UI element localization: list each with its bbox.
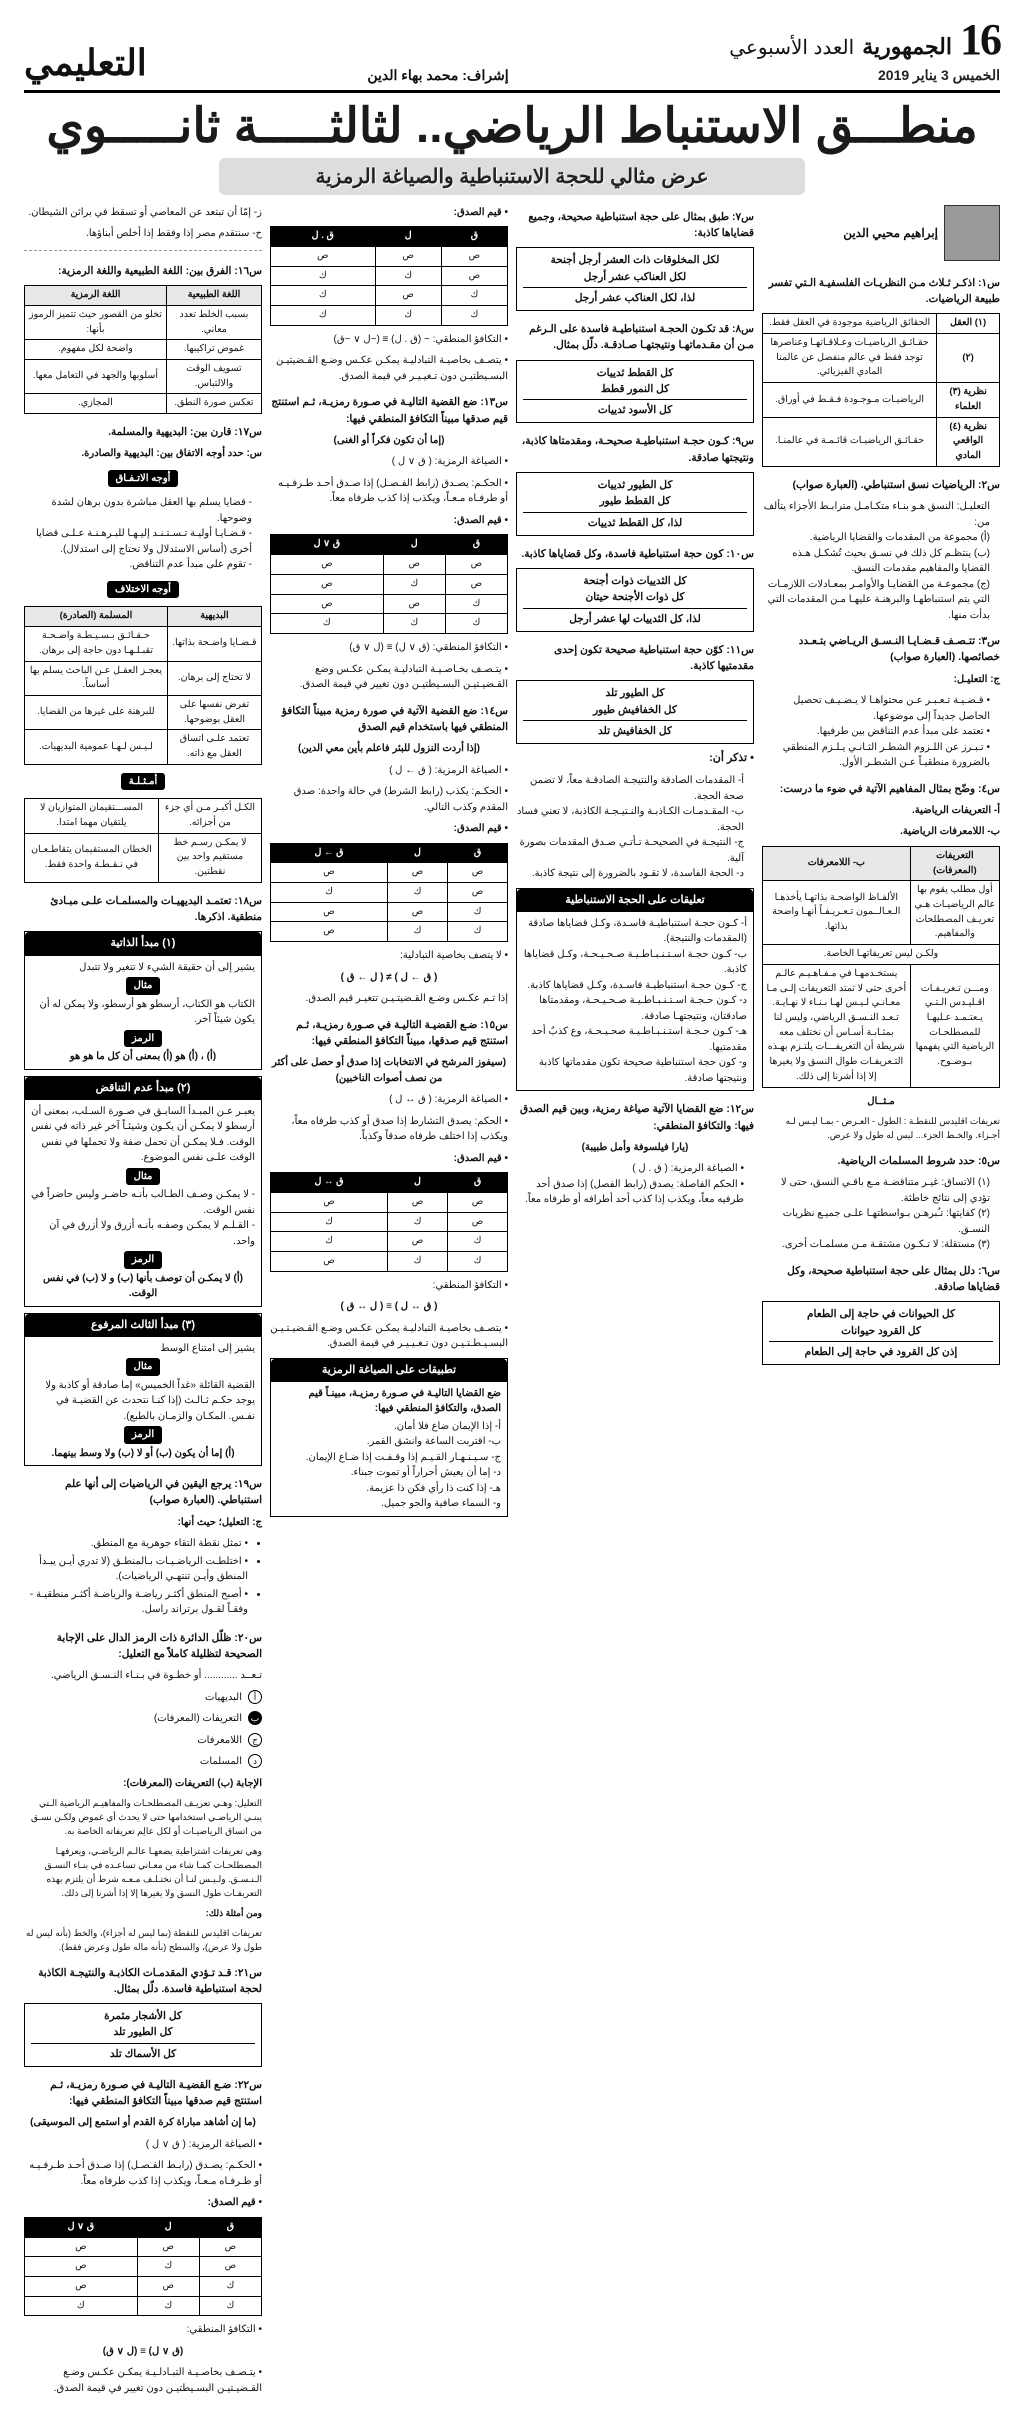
examples-head: أمـثـلـة — [121, 773, 166, 791]
column-c: • قيم الصدق: قلق . ل صصص صكك كصك ككك • ا… — [270, 205, 508, 2397]
principle-2-box: (٢) مبدأ عدم التناقض يعبـر عـن المبـدأ ا… — [24, 1076, 262, 1307]
principle-1-box: (١) مبدأ الذاتية يشير إلى أن حقيقة الشيء… — [24, 931, 262, 1069]
question-11: س١١: كوّن حجة استنباطية صحيحة تكون إحدى … — [516, 642, 754, 675]
question-2: س٢: الرياضيات نسق استنباطي. (العبارة صوا… — [762, 477, 1000, 493]
symbolic-apps-box: تطبيقات على الصياغة الرمزية ضع القضايا ا… — [270, 1358, 508, 1517]
option-b: بالتعريفات (المعرفات) — [24, 1711, 262, 1727]
question-17: س١٧: قارن بين: البديهية والمسلمة. — [24, 424, 262, 440]
agree-head: أوجه الاتـفـاق — [108, 470, 179, 488]
question-16: س١٦: الفرق بين: اللغة الطبيعية واللغة ال… — [24, 263, 262, 279]
agree-body: - قضايا يسلم بها العقل مباشرة بدون برهان… — [24, 495, 262, 573]
question-1: س١: اذكـر ثـلاث مـن النظريـات الفلسفيـة … — [762, 275, 1000, 308]
q3-body: • قـضـيـة تـعـبـر عـن محتواهـا لا يـضـيـ… — [762, 693, 1000, 771]
question-15: س١٥: ضـع القضيـة التاليـة في صـورة رمزيـ… — [270, 1017, 508, 1050]
question-12: س١٢: ضع القضايا الآتية صياغة رمزية، وبين… — [516, 1101, 754, 1134]
q21-box: كل الأشجار مثمرةكل الطيور تلد كل الأسماك… — [24, 2003, 262, 2067]
question-22: س٢٢: ضـع القضيـة التاليـة في صـورة رمزيـ… — [24, 2077, 262, 2110]
diff-head: أوجه الاختلاف — [107, 581, 179, 599]
q10-box: كل الثدييات ذوات أجنحةكل ذوات الأجنحة حي… — [516, 568, 754, 632]
page-body: إبراهيم محيي الدين س١: اذكـر ثـلاث مـن ا… — [24, 205, 1000, 2397]
author-name: إبراهيم محيي الدين — [843, 224, 938, 243]
q4-example-head: مـثــال — [762, 1094, 1000, 1110]
q5-body: (١) الاتساق: غيـر متناقضـة مـع باقـي الن… — [762, 1175, 1000, 1253]
column-b: س٧: طبق بمثال على حجة استنباطية صحيحة، و… — [516, 205, 754, 2397]
section-title: التعليمي — [24, 42, 147, 84]
q11-box: كل الطيور تلدكل الخفافيش طيور كل الخفافي… — [516, 680, 754, 744]
question-3: س٣: تتـصـف قـضـايـا النـسـق الريـاضي بتـ… — [762, 633, 1000, 666]
lang-compare-table: اللغة الطبيعيةاللغة الرمزية بسبب الخلط ت… — [24, 285, 262, 414]
theories-table: (١) العقلالحقائق الرياضية موجودة في العق… — [762, 313, 1000, 466]
q12-body: • الصياغة الرمزية: ( ق . ل ) • الحكم الف… — [516, 1161, 754, 1208]
q2-body: التعليـل: النسق هـو بنـاء متكـامـل متراب… — [762, 499, 1000, 623]
subheadline: عرض مثالي للحجة الاستنباطية والصياغة الر… — [219, 158, 805, 195]
question-9: س٩: كـون حجـة استنباطيـة صحيحـة، ومقدمتا… — [516, 433, 754, 466]
reminder-head: • تذكر أن: — [516, 750, 754, 767]
weekly-label: العدد الأسبوعي — [729, 35, 854, 60]
truth-table-2: قلق ∨ ل صصص صكص كصص ككك — [270, 534, 508, 634]
truth-table-1: قلق . ل صصص صكك كصك ككك — [270, 226, 508, 326]
page-number: 16 — [960, 14, 1000, 65]
question-10: س١٠: كون حجة استنباطية فاسدة، وكل قضاياه… — [516, 546, 754, 562]
q8-box: كل القطط ثديياتكل النمور قطط كل الأسود ث… — [516, 360, 754, 424]
defs-table: التعريفات (المعرفات)ب- اللامعرفات أول مط… — [762, 846, 1000, 1088]
examples-table: الكـل أكبـر مـن أي جزء من أجزائه.المســـ… — [24, 798, 262, 883]
question-14: س١٤: ضع القضية الآتية في صورة رمزية مبين… — [270, 703, 508, 736]
supervisor-line: إشراف: محمد بهاء الدين — [147, 67, 729, 84]
diff-table: البديهيةالمسلمة (الصادرة) قـضـايا واضـحة… — [24, 606, 262, 764]
question-8: س٨: قد تكـون الحجـة استنباطيـة فاسدة على… — [516, 321, 754, 354]
column-a: إبراهيم محيي الدين س١: اذكـر ثـلاث مـن ا… — [762, 205, 1000, 2397]
question-21: س٢١: قـد تـؤدي المقدمـات الكاذبـة والنتي… — [24, 1965, 262, 1998]
author-photo — [944, 205, 1000, 261]
q19-body: • تمثل نقطة التقاء جوهرية مع المنطق. • ا… — [24, 1536, 262, 1620]
question-18: س١٨: تعتمـد البديهيـات والمسلمـات علـى م… — [24, 893, 262, 926]
option-a: أالبديهيات — [24, 1690, 262, 1706]
q4-example: تعريفات اقليدس للنقطـة : الطول - العـرض … — [762, 1115, 1000, 1143]
truth-head: • قيم الصدق: — [270, 205, 508, 221]
reminder-body: أ- المقدمات الصادقة والنتيجـة الصادقـة م… — [516, 773, 754, 882]
option-d: دالمسلمات — [24, 1754, 262, 1770]
column-d: ز- إمّا أن تبتعد عن المعاصي أو تسقط في ب… — [24, 205, 262, 2397]
applications-box: تعليقات على الحجة الاستنباطية أ- كـون حج… — [516, 888, 754, 1092]
publication-name: الجمهورية — [862, 34, 952, 60]
q6-argument-box: كل الحيوانات في حاجة إلى الطعام كل القرو… — [762, 1301, 1000, 1365]
question-20: س٢٠: ظلّل الدائرة ذات الرمز الدال على ال… — [24, 1630, 262, 1663]
question-19: س١٩: يرجع اليقين في الرياضيات إلى أنها ع… — [24, 1476, 262, 1509]
question-5: س٥: حدد شروط المسلمات الرياضية. — [762, 1153, 1000, 1169]
truth-table-5: قلق ∨ ل صصص صكص كصص ككك — [24, 2217, 262, 2317]
truth-table-3: قلق ← ل صصص صكك كصص ككص — [270, 843, 508, 943]
author-box: إبراهيم محيي الدين — [762, 205, 1000, 261]
question-4: س٤: وضّح بمثال المفاهيم الآتية في ضوء ما… — [762, 781, 1000, 797]
option-c: جاللامعرفات — [24, 1733, 262, 1749]
question-7: س٧: طبق بمثال على حجة استنباطية صحيحة، و… — [516, 209, 754, 242]
q9-box: كل الطيور ثديياتكل القطط طيور لذا، كل ال… — [516, 472, 754, 536]
principle-3-box: (٣) مبدأ الثالث المرفوع يشير إلى امتناع … — [24, 1313, 262, 1467]
divider — [24, 250, 262, 251]
masthead: 16 الجمهورية العدد الأسبوعي الخميس 3 ينا… — [24, 14, 1000, 93]
q7-box: لكل المخلوقات ذات العشر أرجل أجنحةلكل ال… — [516, 247, 754, 311]
headline: منطـــق الاستنباط الرياضي.. لثالثـــــة … — [24, 101, 1000, 154]
issue-date: الخميس 3 يناير 2019 — [878, 67, 1000, 84]
question-13: س١٣: ضع القضية التاليـة في صـورة رمزيـة،… — [270, 394, 508, 427]
masthead-right: 16 الجمهورية العدد الأسبوعي الخميس 3 ينا… — [729, 14, 1000, 84]
truth-table-4: قلق ↔ ل صصص صكك كصك ككص — [270, 1172, 508, 1272]
question-6: س٦: دلل بمثال على حجة استنباطية صحيحة، و… — [762, 1263, 1000, 1296]
